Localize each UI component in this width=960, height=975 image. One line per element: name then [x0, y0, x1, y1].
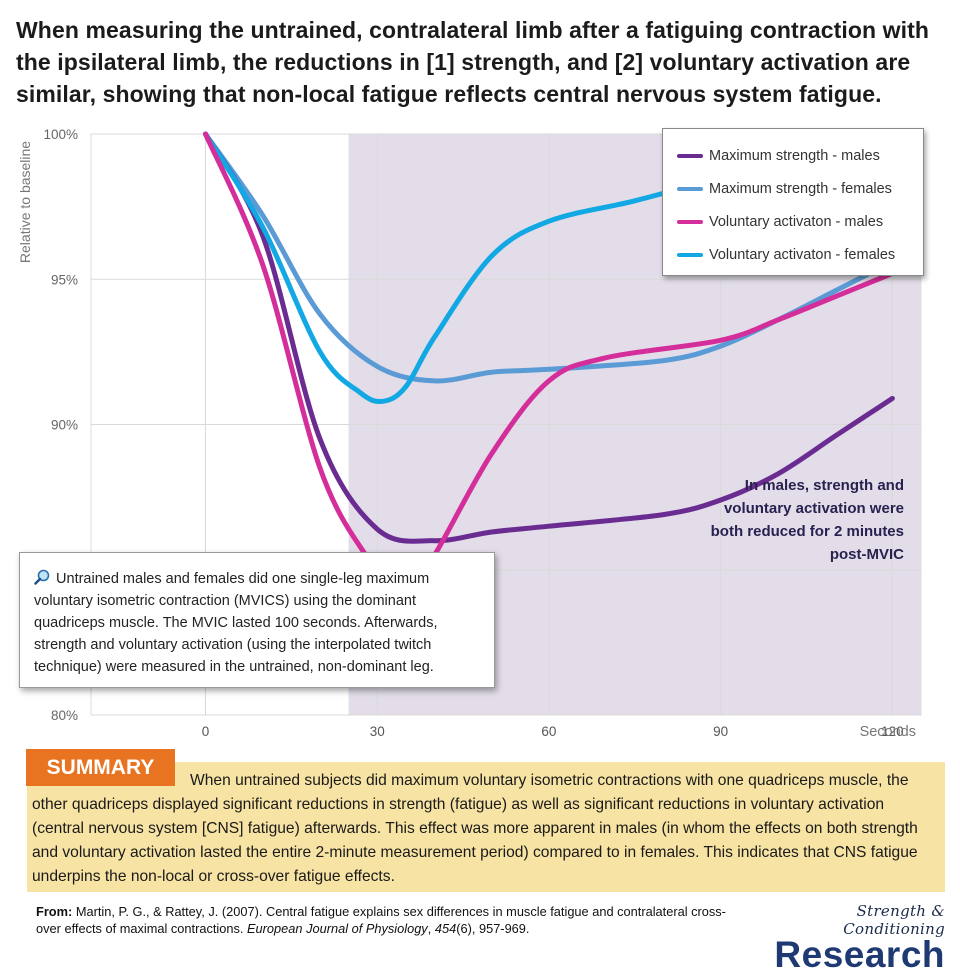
study-info-text: Untrained males and females did one sing…: [34, 571, 438, 675]
citation-journal: European Journal of Physiology: [247, 921, 428, 936]
legend-swatch: [677, 186, 703, 191]
legend-label: Maximum strength - females: [709, 180, 892, 197]
x-tick-label: 60: [541, 724, 556, 739]
x-axis-label: Seconds: [860, 724, 916, 740]
brand-name: Research: [774, 934, 945, 975]
x-tick-label: 120: [881, 724, 904, 739]
legend-entry: Maximum strength - females: [677, 172, 923, 205]
brand-tagline: Strength & Conditioning: [843, 902, 945, 938]
citation-authors: Martin, P. G., & Rattey, J. (2007). Cent…: [36, 904, 726, 936]
brand-logo: Strength & Conditioning Research: [760, 902, 945, 975]
y-tick-label: 95%: [51, 272, 78, 287]
x-tick-label: 30: [370, 724, 385, 739]
males-callout: In males, strength and voluntary activat…: [710, 477, 904, 563]
legend-label: Maximum strength - males: [709, 147, 880, 164]
x-tick-label: 90: [713, 724, 728, 739]
summary-text: When untrained subjects did maximum volu…: [32, 772, 918, 885]
legend-swatch: [677, 153, 703, 158]
magnifier-icon: [34, 569, 50, 585]
series-line-voluntary-activaton-males: [203, 131, 895, 586]
series-line-voluntary-activaton-females: [203, 131, 724, 405]
y-tick-label: 80%: [51, 708, 78, 723]
summary-badge: SUMMARY: [26, 749, 175, 786]
y-axis-label: Relative to baseline: [17, 141, 33, 263]
page-title: When measuring the untrained, contralate…: [16, 17, 930, 107]
chart-legend: Maximum strength - males Maximum strength…: [662, 128, 924, 276]
citation-label: From:: [36, 904, 73, 919]
y-tick-label: 90%: [51, 418, 78, 433]
citation-pages: (6), 957-969.: [456, 921, 530, 936]
legend-entry: Voluntary activaton - females: [677, 238, 923, 271]
legend-label: Voluntary activaton - females: [709, 246, 896, 263]
legend-entry: Maximum strength - males: [677, 139, 923, 172]
citation-volume: 454: [434, 921, 457, 936]
study-info-box: Untrained males and females did one sing…: [19, 552, 495, 688]
legend-label: Voluntary activaton - males: [709, 213, 884, 230]
citation: From: Martin, P. G., & Rattey, J. (2007)…: [36, 904, 726, 936]
series-line-maximum-strength-males: [203, 131, 895, 544]
legend-swatch: [677, 252, 703, 257]
legend-entry: Voluntary activaton - males: [677, 205, 923, 238]
y-tick-label: 100%: [43, 127, 78, 142]
legend-swatch: [677, 219, 703, 224]
summary-panel: When untrained subjects did maximum volu…: [26, 749, 945, 892]
x-tick-label: 0: [202, 724, 210, 739]
